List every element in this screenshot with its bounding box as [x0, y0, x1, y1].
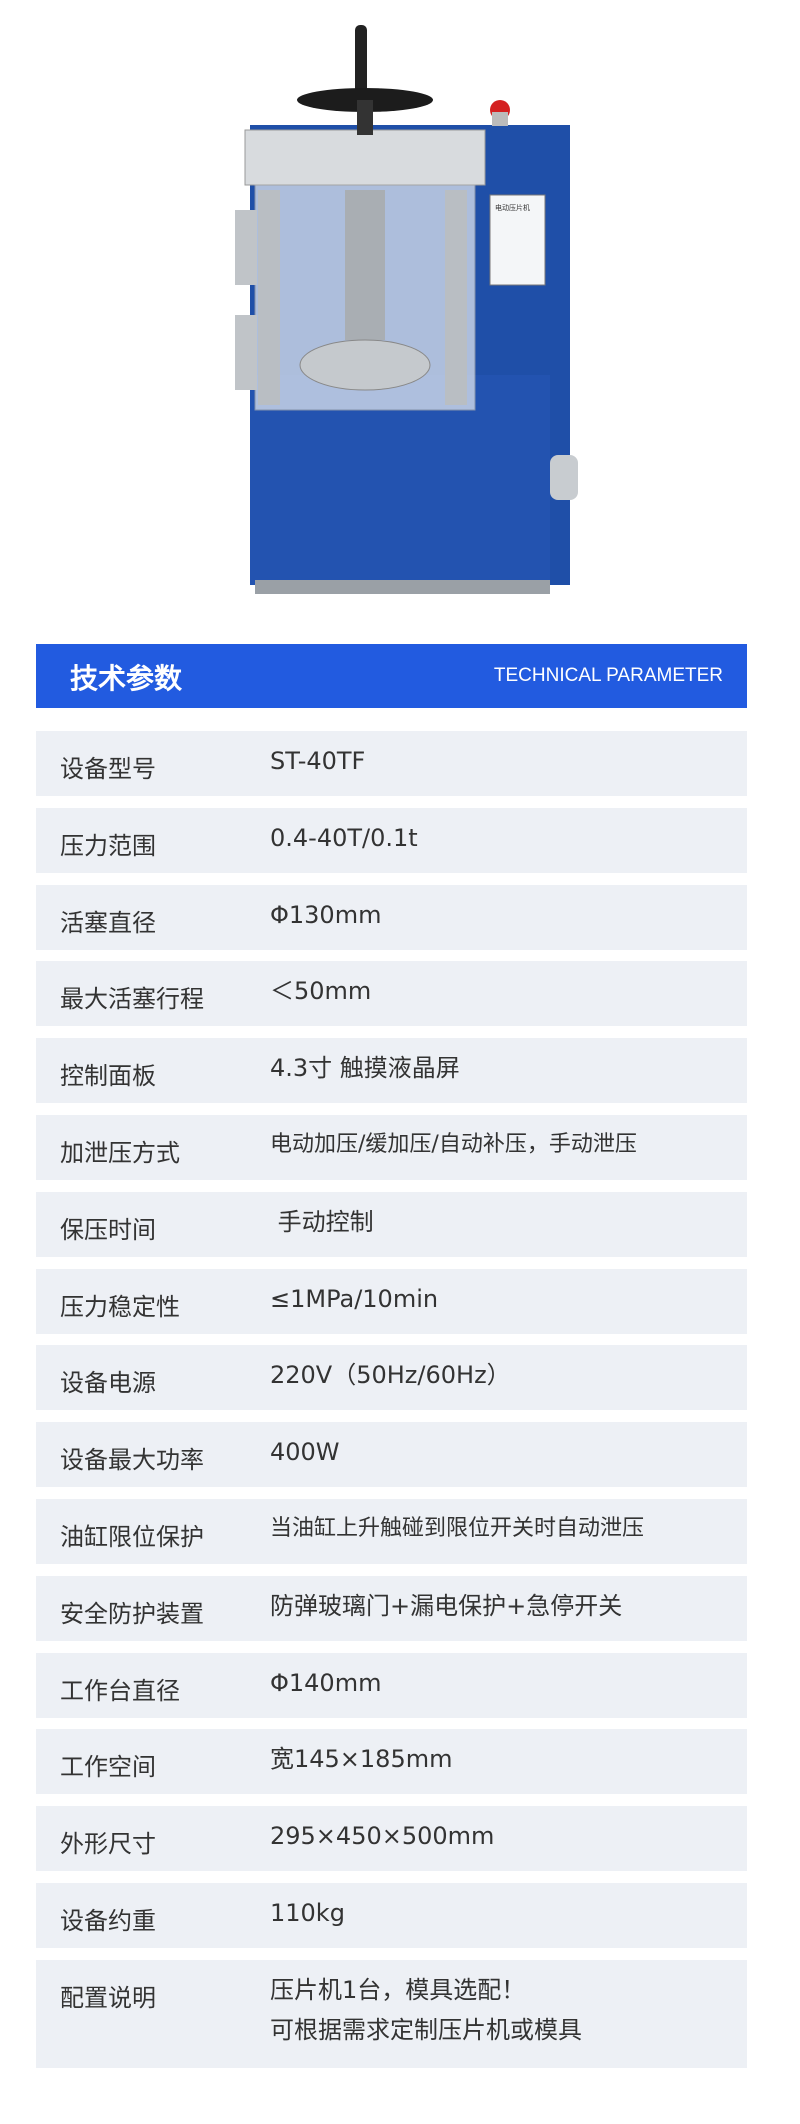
table-row: 保压时间 手动控制 — [36, 1191, 747, 1257]
table-row: 设备最大功率 400W — [36, 1422, 747, 1488]
param-value: 220V（50Hz/60Hz） — [270, 1361, 511, 1390]
param-label: 最大活塞行程 — [60, 985, 204, 1014]
table-row: 压力范围 0.4-40T/0.1t — [36, 807, 747, 873]
param-value: 压片机1台，模具选配！ 可根据需求定制压片机或模具 — [270, 1970, 582, 2050]
table-row: 设备型号 ST-40TF — [36, 731, 747, 796]
table-row: 压力稳定性 ≤1MPa/10min — [36, 1268, 747, 1334]
param-value: 110kg — [270, 1898, 345, 1927]
param-value: 防弹玻璃门+漏电保护+急停开关 — [270, 1591, 623, 1620]
param-label: 工作空间 — [60, 1753, 156, 1782]
param-value: ＜50mm — [270, 977, 372, 1006]
section-subtitle: TECHNICAL PARAMETER — [493, 665, 723, 686]
table-row: 控制面板 4.3寸 触摸液晶屏 — [36, 1038, 747, 1104]
table-row: 油缸限位保护 当油缸上升触碰到限位开关时自动泄压 — [36, 1498, 747, 1564]
param-value: 4.3寸 触摸液晶屏 — [270, 1054, 460, 1083]
param-label: 工作台直径 — [60, 1676, 180, 1705]
param-label: 压力范围 — [60, 831, 156, 860]
product-image: 电动压片机 — [0, 0, 800, 610]
table-row: 安全防护装置 防弹玻璃门+漏电保护+急停开关 — [36, 1575, 747, 1641]
table-row: 活塞直径 Φ130mm — [36, 884, 747, 950]
table-row: 加泄压方式 电动加压/缓加压/自动补压，手动泄压 — [36, 1114, 747, 1180]
table-row: 设备电源 220V（50Hz/60Hz） — [36, 1345, 747, 1411]
section-title: 技术参数 — [70, 662, 183, 695]
param-label: 控制面板 — [60, 1062, 156, 1091]
param-value: Φ140mm — [270, 1668, 382, 1697]
param-value-line: 可根据需求定制压片机或模具 — [270, 2015, 582, 2044]
parameter-table: 设备型号 ST-40TF 压力范围 0.4-40T/0.1t 活塞直径 Φ130mm … — [36, 731, 747, 2080]
table-row: 最大活塞行程 ＜50mm — [36, 961, 747, 1027]
param-value: ST-40TF — [270, 747, 366, 775]
param-label: 设备最大功率 — [60, 1446, 204, 1475]
param-label: 油缸限位保护 — [60, 1522, 204, 1551]
table-row: 工作台直径 Φ140mm — [36, 1652, 747, 1718]
param-value: 当油缸上升触碰到限位开关时自动泄压 — [270, 1515, 645, 1541]
param-value: 宽145×185mm — [270, 1745, 453, 1774]
section-header: 技术参数 TECHNICAL PARAMETER — [36, 644, 747, 708]
param-value-line: 压片机1台，模具选配！ — [270, 1975, 526, 2004]
param-value: ≤1MPa/10min — [270, 1284, 439, 1313]
param-value: 0.4-40T/0.1t — [270, 823, 418, 852]
param-value: 电动加压/缓加压/自动补压，手动泄压 — [270, 1131, 637, 1157]
param-label: 压力稳定性 — [60, 1292, 180, 1321]
param-label: 加泄压方式 — [60, 1138, 180, 1167]
table-row: 配置说明 压片机1台，模具选配！ 可根据需求定制压片机或模具 — [36, 1959, 747, 2068]
param-label: 设备电源 — [60, 1369, 156, 1398]
param-value: Φ130mm — [270, 900, 382, 929]
param-label: 安全防护装置 — [60, 1599, 204, 1628]
param-label: 外形尺寸 — [60, 1830, 156, 1859]
param-value: 295×450×500mm — [270, 1822, 495, 1851]
table-row: 设备约重 110kg — [36, 1882, 747, 1948]
param-label: 设备约重 — [60, 1906, 156, 1935]
param-label: 配置说明 — [60, 1983, 156, 2012]
param-label: 保压时间 — [60, 1215, 156, 1244]
table-row: 外形尺寸 295×450×500mm — [36, 1806, 747, 1872]
table-row: 工作空间 宽145×185mm — [36, 1729, 747, 1795]
screen-title: 电动压片机 — [495, 203, 530, 212]
param-label: 设备型号 — [60, 755, 156, 783]
param-label: 活塞直径 — [60, 908, 156, 937]
param-value: 400W — [270, 1438, 340, 1467]
param-value: 手动控制 — [270, 1207, 374, 1236]
